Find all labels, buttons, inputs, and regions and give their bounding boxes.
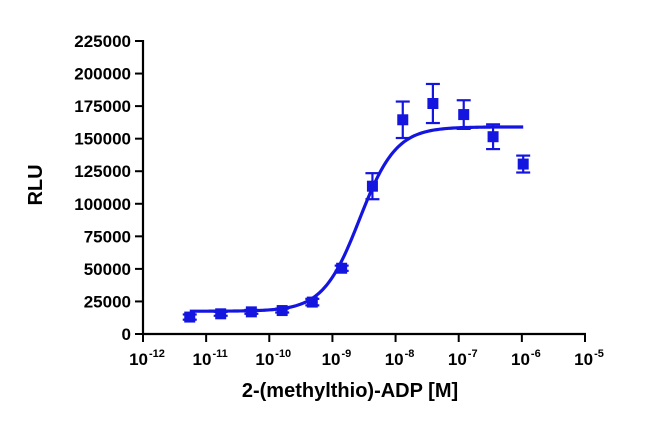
- x-tick-exponent: -9: [341, 348, 351, 360]
- y-tick-label: 50000: [84, 260, 131, 279]
- x-tick-label: 10-5: [574, 348, 604, 369]
- data-point: [244, 306, 259, 318]
- x-axis-title: 2-(methylthio)-ADP [M]: [242, 380, 458, 402]
- data-point-marker: [366, 180, 378, 192]
- x-tick-exponent: -5: [594, 348, 604, 360]
- data-point-marker: [427, 98, 439, 110]
- x-tick-exponent: -11: [212, 348, 227, 360]
- y-tick-label: 125000: [74, 162, 131, 181]
- axes: [141, 40, 586, 336]
- x-tick-exponent: -12: [149, 348, 165, 360]
- x-tick-exponent: -7: [468, 348, 478, 360]
- x-tick-label: 10-11: [193, 348, 228, 369]
- data-point-marker: [276, 305, 288, 317]
- fit-curve-line: [189, 125, 524, 313]
- data-point: [334, 262, 349, 274]
- x-tick-exponent: -6: [531, 348, 541, 360]
- data-point: [395, 100, 410, 140]
- y-tick-label: 25000: [84, 292, 131, 311]
- y-axis-ticks: 0 25000 50000 75000 100000 125000 150000 175000…: [74, 32, 143, 344]
- data-point: [305, 296, 320, 308]
- x-tick-label: 10-12: [129, 348, 165, 369]
- data-point-marker: [245, 306, 257, 318]
- x-tick-label: 10-6: [511, 348, 541, 369]
- data-point-marker: [215, 308, 227, 320]
- y-tick-label: 225000: [74, 32, 131, 51]
- x-tick-exponent: -8: [405, 348, 415, 360]
- x-tick-label: 10-10: [255, 348, 291, 369]
- data-point-marker: [184, 311, 196, 323]
- y-axis-title: RLU: [25, 164, 47, 205]
- data-point-marker: [397, 114, 409, 126]
- fit-curve-layer: [189, 125, 524, 313]
- x-tick-label: 10-7: [448, 348, 478, 369]
- data-point-marker: [487, 131, 499, 143]
- x-axis-ticks: 10-12 10-11 10-10 10-9 10-8 10-7 10-6 10-5: [129, 334, 604, 369]
- y-tick-label: 100000: [74, 195, 131, 214]
- y-tick-label: 200000: [74, 65, 131, 84]
- data-point: [275, 305, 290, 317]
- y-tick-label: 175000: [74, 97, 131, 116]
- data-point-marker: [458, 109, 470, 121]
- data-point: [456, 99, 471, 130]
- y-tick-label: 0: [122, 325, 131, 344]
- y-tick-label: 150000: [74, 130, 131, 149]
- data-point: [182, 311, 197, 323]
- data-point: [486, 123, 501, 151]
- x-tick-label: 10-8: [385, 348, 415, 369]
- data-point-marker: [517, 158, 529, 170]
- data-point-marker: [306, 296, 318, 308]
- y-tick-label: 75000: [84, 227, 131, 246]
- data-point-marker: [336, 262, 348, 274]
- data-point: [425, 82, 440, 125]
- data-point: [516, 154, 531, 174]
- data-point: [365, 172, 380, 201]
- data-points-layer: [182, 82, 531, 323]
- x-tick-exponent: -10: [275, 348, 291, 360]
- x-tick-label: 10-9: [322, 348, 352, 369]
- data-point: [213, 308, 228, 320]
